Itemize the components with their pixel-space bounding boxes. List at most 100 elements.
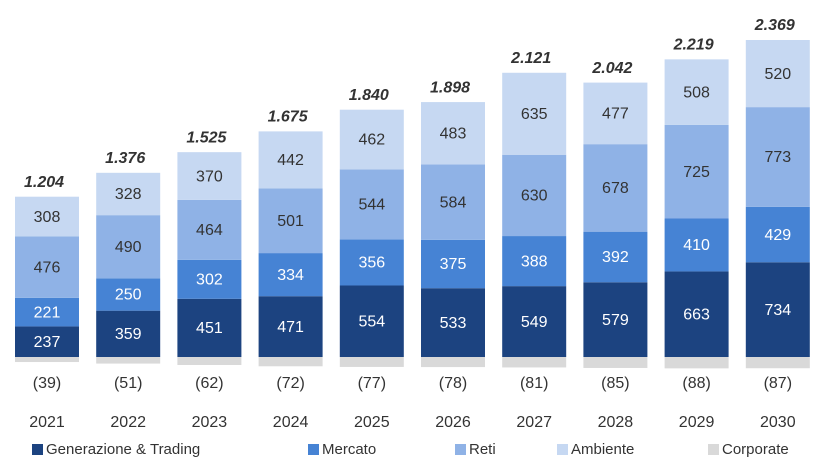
value-label: 520 <box>764 66 791 83</box>
value-label: 476 <box>34 259 61 276</box>
total-label: 1.525 <box>186 129 227 146</box>
value-label: 549 <box>521 314 548 331</box>
legend-swatch <box>557 444 568 455</box>
legend-label: Corporate <box>722 441 789 458</box>
bar-segment <box>664 218 729 272</box>
value-label: 221 <box>34 304 61 321</box>
bar-segment <box>502 154 567 237</box>
bar-segment <box>583 82 648 145</box>
value-label: 734 <box>764 302 791 319</box>
bar-segment <box>664 271 729 357</box>
bar-segment <box>583 357 648 368</box>
value-label: 356 <box>358 255 385 272</box>
bar-segment <box>745 40 810 108</box>
total-label: 2.042 <box>591 60 632 77</box>
value-label: 483 <box>440 125 467 142</box>
x-tick-label: 2030 <box>760 414 796 431</box>
bar-segment <box>421 239 485 289</box>
legend-swatch <box>32 444 43 455</box>
total-label: 1.898 <box>430 79 470 96</box>
bar-segment <box>177 152 242 200</box>
value-label: (72) <box>276 375 304 392</box>
value-label: 579 <box>602 312 629 329</box>
value-label: 237 <box>34 334 61 351</box>
legend-swatch <box>708 444 719 455</box>
total-label: 1.675 <box>268 109 309 126</box>
x-tick-label: 2021 <box>29 414 65 431</box>
bar-segment <box>339 169 404 240</box>
bar-segment <box>583 282 648 357</box>
bar-segment <box>745 206 810 263</box>
total-label: 2.369 <box>754 17 795 34</box>
bar-segment <box>258 357 323 367</box>
value-label: 308 <box>34 209 61 226</box>
bar-segment <box>502 286 567 357</box>
bar-segment <box>96 278 161 311</box>
bar-segment <box>745 262 810 357</box>
value-label: 501 <box>277 213 304 230</box>
bar-segment <box>583 231 648 283</box>
value-label: (81) <box>520 375 548 392</box>
value-label: (77) <box>358 375 386 392</box>
value-label: 678 <box>602 180 629 197</box>
total-label: 2.219 <box>673 37 714 54</box>
value-label: 508 <box>683 84 710 101</box>
value-label: (85) <box>601 375 629 392</box>
bar-segment <box>96 310 161 357</box>
bar-segment <box>96 172 161 216</box>
value-label: 477 <box>602 106 629 123</box>
value-label: 533 <box>440 315 467 332</box>
value-label: 584 <box>440 194 467 211</box>
x-tick-label: 2029 <box>679 414 715 431</box>
bar-segment <box>339 109 404 170</box>
value-label: 442 <box>277 152 304 169</box>
x-tick-label: 2024 <box>273 414 309 431</box>
legend-swatch <box>455 444 466 455</box>
bar-segment <box>502 72 567 155</box>
total-label: 2.121 <box>510 50 551 67</box>
value-label: 462 <box>358 132 385 149</box>
value-label: 635 <box>521 106 548 123</box>
bar-segment <box>177 199 242 260</box>
value-label: 663 <box>683 306 710 323</box>
bar-segment <box>339 239 404 286</box>
value-label: 451 <box>196 320 223 337</box>
bar-segment <box>339 357 404 367</box>
value-label: 554 <box>358 313 385 330</box>
x-tick-label: 2022 <box>110 414 146 431</box>
legend-swatch <box>308 444 319 455</box>
bar-segment <box>421 164 485 240</box>
bar-segment <box>421 102 485 165</box>
bar-segment <box>339 285 404 357</box>
x-tick-label: 2026 <box>435 414 471 431</box>
bar-segment <box>664 357 729 369</box>
total-label: 1.376 <box>105 150 145 167</box>
value-label: 370 <box>196 168 223 185</box>
value-label: 302 <box>196 272 223 289</box>
bar-segment <box>258 296 323 357</box>
x-tick-label: 2027 <box>516 414 552 431</box>
bar-segment <box>502 357 567 368</box>
legend-label: Ambiente <box>571 441 634 458</box>
value-label: 250 <box>115 287 142 304</box>
value-label: 388 <box>521 253 548 270</box>
bar-segment <box>96 357 161 364</box>
bar-segment <box>177 298 242 357</box>
value-label: 410 <box>683 237 710 254</box>
value-label: 359 <box>115 326 142 343</box>
bar-segment <box>745 357 810 369</box>
bar-segment <box>258 253 323 297</box>
x-tick-label: 2028 <box>598 414 634 431</box>
bar-segment <box>421 357 485 368</box>
bar-segment <box>96 215 161 279</box>
bar-segment <box>258 131 323 189</box>
bar-segment <box>15 357 79 363</box>
value-label: 630 <box>521 188 548 205</box>
value-label: (39) <box>33 375 61 392</box>
value-label: 328 <box>115 186 142 203</box>
value-label: 334 <box>277 267 304 284</box>
legend-label: Generazione & Trading <box>46 441 200 458</box>
value-label: (78) <box>439 375 467 392</box>
x-tick-label: 2025 <box>354 414 390 431</box>
